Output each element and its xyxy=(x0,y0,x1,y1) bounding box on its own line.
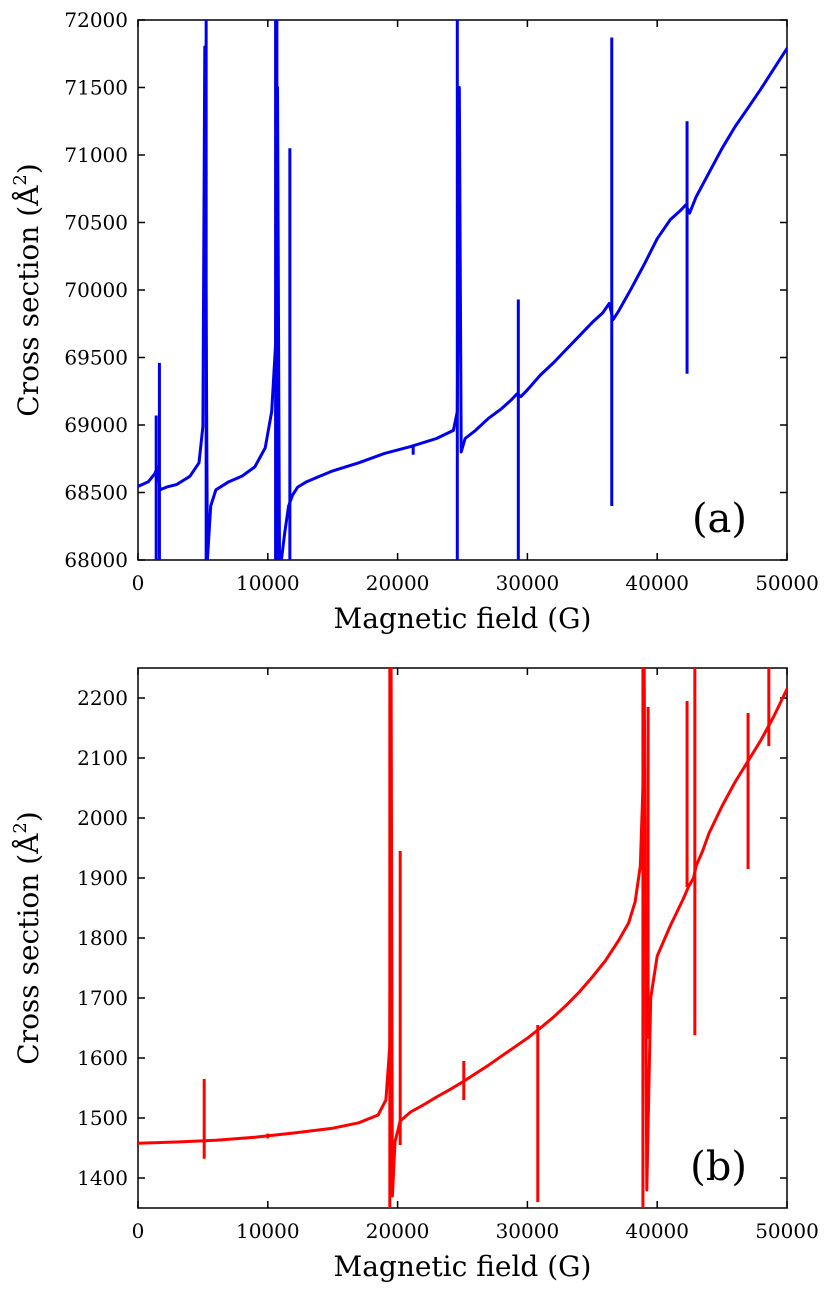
b-series-line xyxy=(138,668,787,1198)
a-x-tick-label: 40000 xyxy=(625,571,689,595)
b-x-tick-label: 40000 xyxy=(625,1219,689,1243)
b-y-tick-label: 1500 xyxy=(77,1106,128,1130)
b-y-title-part: 2 xyxy=(10,822,31,833)
panel-b-chart: 0 10000 20000 30000 40000 50000 1400 1500 1600 17… xyxy=(10,667,819,1283)
b-y-tick-label: 2200 xyxy=(77,686,128,710)
a-x-tick-label: 20000 xyxy=(366,571,430,595)
a-y-tick-label: 69500 xyxy=(64,346,128,370)
a-y-axis-title: Cross section (Å2) xyxy=(10,163,45,416)
b-x-tick-label: 50000 xyxy=(755,1219,819,1243)
b-x-tick-label: 20000 xyxy=(366,1219,430,1243)
a-x-tick-label: 10000 xyxy=(236,571,300,595)
a-y-title-part: Å xyxy=(12,185,45,207)
a-y-tick-label: 68500 xyxy=(64,481,128,505)
a-y-title-part: 2 xyxy=(10,174,31,185)
a-x-tick-label: 50000 xyxy=(755,571,819,595)
a-y-tick-label: 70000 xyxy=(64,278,128,302)
b-x-tick-label: 30000 xyxy=(496,1219,560,1243)
b-plot-frame xyxy=(137,667,788,1209)
b-y-axis-title: Cross section (Å2) xyxy=(10,811,45,1064)
b-y-title-part: Cross section ( xyxy=(12,854,45,1065)
b-x-tick-label: 0 xyxy=(132,1219,145,1243)
a-series-line xyxy=(138,45,787,560)
a-y-tick-label: 69000 xyxy=(64,413,128,437)
a-y-tick-label: 71500 xyxy=(64,76,128,100)
a-x-tick-label: 0 xyxy=(132,571,145,595)
b-y-title-part: ) xyxy=(12,811,45,822)
panel-a-chart: 0 10000 20000 30000 40000 50000 68000 68500 6900… xyxy=(10,8,819,635)
a-y-tick-label: 71000 xyxy=(64,143,128,167)
a-x-axis-title: Magnetic field (G) xyxy=(334,602,592,635)
a-y-title-part: Cross section ( xyxy=(12,206,45,417)
b-y-tick-label: 1700 xyxy=(77,986,128,1010)
a-plot-area xyxy=(138,20,787,560)
b-x-tick-label: 10000 xyxy=(236,1219,300,1243)
b-y-tick-label: 1400 xyxy=(77,1166,128,1190)
b-y-title-part: Å xyxy=(12,833,45,855)
b-panel-label: (b) xyxy=(690,1144,747,1190)
b-x-axis-title: Magnetic field (G) xyxy=(334,1250,592,1283)
b-y-tick-label: 2000 xyxy=(77,806,128,830)
a-y-tick-label: 72000 xyxy=(64,8,128,32)
b-y-tick-label: 1600 xyxy=(77,1046,128,1070)
b-y-tick-label: 2100 xyxy=(77,746,128,770)
a-panel-label: (a) xyxy=(692,496,747,542)
b-plot-area xyxy=(138,668,787,1208)
a-y-title-part: ) xyxy=(12,163,45,174)
a-x-tick-label: 30000 xyxy=(496,571,560,595)
b-y-tick-label: 1900 xyxy=(77,866,128,890)
a-y-tick-label: 70500 xyxy=(64,211,128,235)
b-y-tick-label: 1800 xyxy=(77,926,128,950)
a-y-tick-label: 68000 xyxy=(64,548,128,572)
